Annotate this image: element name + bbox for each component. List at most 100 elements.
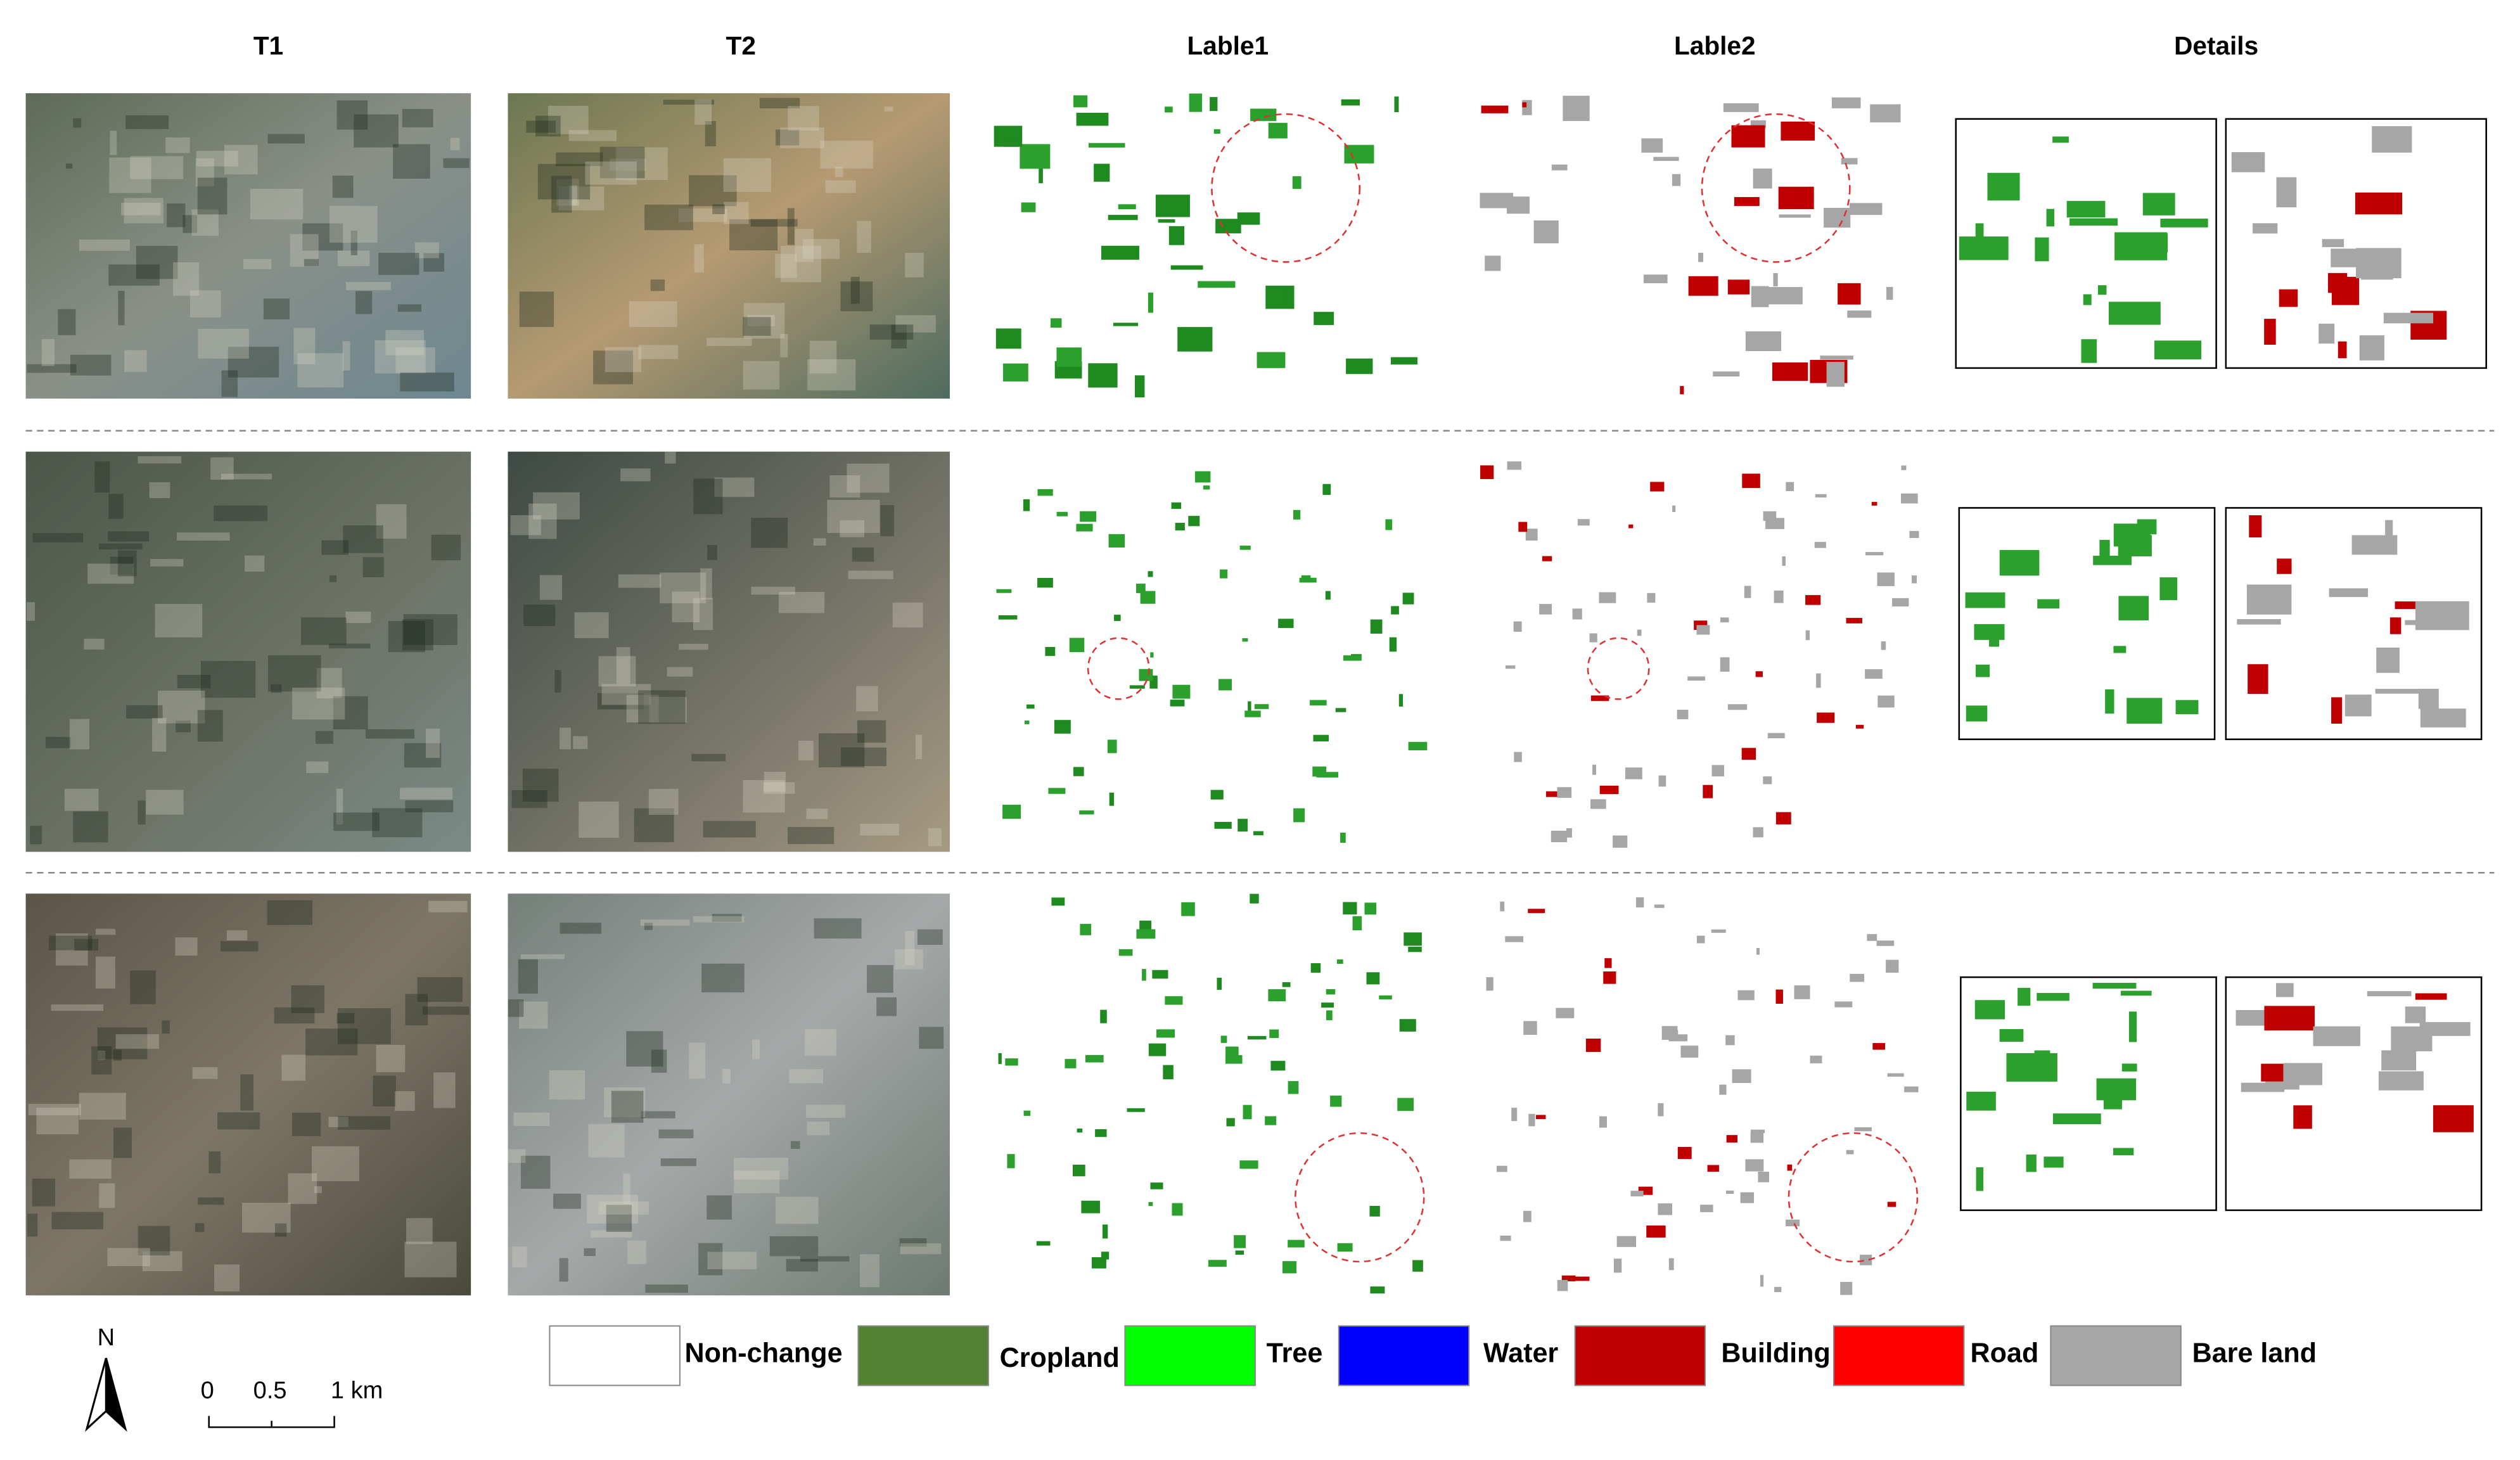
legend-label: Non-change: [684, 1338, 842, 1369]
change-patch: [1599, 592, 1616, 603]
image-texture: [293, 328, 316, 364]
change-patch: [1073, 95, 1088, 108]
detail-patch: [2127, 698, 2163, 724]
change-patch: [1877, 572, 1895, 586]
image-texture: [705, 121, 716, 146]
change-patch: [1247, 1035, 1267, 1040]
image-texture: [604, 1087, 646, 1118]
detail-patch: [2121, 1063, 2137, 1072]
image-texture: [110, 556, 134, 575]
image-texture: [743, 317, 771, 336]
image-texture: [97, 1027, 148, 1060]
change-patch: [1181, 902, 1195, 916]
change-patch: [1672, 174, 1681, 186]
legend-label: Building: [1721, 1338, 1830, 1369]
change-patch: [1831, 97, 1861, 108]
image-texture: [197, 710, 223, 742]
image-texture: [693, 478, 723, 515]
change-patch: [1830, 220, 1844, 225]
change-patch: [1563, 96, 1590, 121]
image-texture: [626, 695, 659, 723]
north-arrow: N: [85, 1324, 127, 1432]
change-patch: [1165, 106, 1173, 113]
image-texture: [775, 253, 797, 278]
image-texture: [553, 1193, 581, 1209]
detail-patch: [2118, 596, 2149, 620]
image-texture: [124, 350, 147, 373]
detail-patch: [2006, 1053, 2057, 1082]
detail-patch: [2355, 192, 2403, 215]
change-patch: [1364, 902, 1377, 915]
change-patch: [1056, 347, 1082, 368]
image-texture: [679, 643, 708, 650]
image-texture: [835, 167, 843, 177]
image-texture: [417, 977, 463, 1002]
image-texture: [175, 937, 198, 956]
change-patch: [1760, 1275, 1764, 1287]
change-patch: [1774, 1286, 1782, 1293]
image-texture: [32, 1178, 56, 1207]
image-texture: [241, 1202, 291, 1233]
image-texture: [560, 923, 602, 934]
change-patch: [1088, 363, 1118, 388]
image-texture: [598, 656, 636, 687]
change-patch: [1288, 1081, 1299, 1094]
image-texture: [707, 338, 752, 346]
detail-patch: [2066, 201, 2106, 218]
change-patch: [1561, 1275, 1576, 1282]
detail-patch: [2418, 688, 2439, 709]
image-texture: [651, 1049, 667, 1073]
image-texture: [818, 733, 865, 767]
change-patch: [1312, 766, 1327, 777]
image-texture: [336, 788, 343, 825]
change-patch: [1404, 932, 1422, 946]
image-texture: [573, 736, 588, 749]
image-texture: [611, 1091, 644, 1123]
detail-patch: [2389, 617, 2402, 634]
change-patch: [1085, 1054, 1104, 1063]
change-patch: [1091, 1257, 1106, 1269]
change-patch: [1720, 657, 1730, 672]
label-map: [1480, 96, 1901, 395]
image-texture: [805, 1028, 836, 1056]
image-texture: [243, 259, 272, 269]
change-patch: [1513, 621, 1522, 632]
image-texture: [221, 370, 238, 397]
change-patch: [1673, 1030, 1679, 1040]
image-texture: [355, 291, 373, 314]
change-patch: [995, 328, 1021, 349]
image-texture: [46, 736, 72, 748]
image-texture: [928, 828, 942, 847]
image-texture: [807, 1121, 830, 1136]
change-patch: [1658, 1203, 1673, 1215]
image-texture: [150, 559, 184, 567]
detail-patch: [2018, 987, 2031, 1006]
image-texture: [776, 1196, 819, 1224]
image-texture: [405, 800, 454, 812]
detail-patch: [2052, 1113, 2101, 1125]
detail-patch: [2276, 177, 2297, 208]
image-texture: [554, 670, 561, 693]
change-patch: [1641, 138, 1663, 153]
detail-patch: [2120, 990, 2152, 996]
image-texture: [556, 179, 580, 206]
image-texture: [895, 315, 936, 333]
image-texture: [91, 1046, 112, 1075]
image-texture: [95, 928, 116, 935]
image-texture: [905, 931, 915, 966]
change-patch: [1814, 542, 1826, 548]
change-patch: [1847, 311, 1872, 318]
detail-patch: [2277, 558, 2292, 574]
image-texture: [431, 534, 461, 561]
legend-swatch: [857, 1325, 989, 1386]
image-texture: [779, 591, 825, 613]
detail-patch: [1999, 550, 2040, 576]
detail-patch: [2241, 1082, 2285, 1092]
image-texture: [130, 156, 184, 179]
image-texture: [385, 330, 425, 355]
change-patch: [1402, 592, 1414, 605]
image-texture: [809, 340, 837, 374]
satellite-image: [25, 451, 471, 852]
change-patch: [1113, 323, 1139, 326]
change-patch: [1810, 1055, 1822, 1064]
